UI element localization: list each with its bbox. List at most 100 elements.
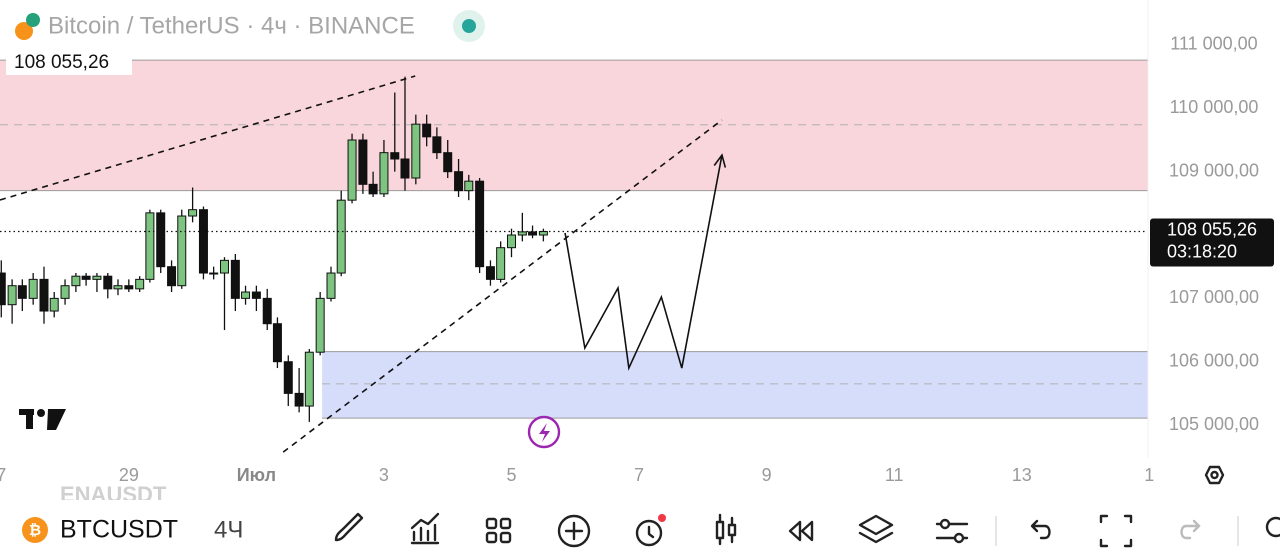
candle-body: [517, 231, 527, 236]
candle-body: [49, 297, 59, 312]
candle-body: [390, 152, 400, 160]
draw-tool[interactable]: [334, 512, 364, 542]
candle-body: [464, 180, 474, 192]
toolbar-icons: [334, 512, 1280, 548]
undo[interactable]: [1030, 519, 1051, 540]
arrow-head: [713, 153, 727, 168]
coin-icon: [15, 22, 33, 40]
x-tick-label: 5: [506, 465, 516, 485]
x-tick-label: 9: [762, 465, 772, 485]
price-legend-box: [6, 50, 132, 75]
candle-body: [219, 259, 229, 274]
candle-body: [7, 285, 17, 306]
toolbar-symbol[interactable]: BTCUSDT: [60, 516, 178, 544]
candle-body: [81, 275, 91, 280]
templates[interactable]: [485, 517, 512, 544]
chart-type[interactable]: [715, 513, 737, 546]
axis-settings[interactable]: [1204, 465, 1225, 485]
tv-logo: [19, 409, 66, 430]
y-tick-label: 109 000,00: [1169, 160, 1259, 180]
candle-body: [347, 139, 357, 201]
alerts[interactable]: [635, 514, 666, 547]
redo[interactable]: [1180, 519, 1201, 540]
candle-body: [315, 297, 325, 353]
candle-body: [272, 323, 282, 363]
symbol-title: Bitcoin / TetherUS · 4ч · BINANCE: [48, 12, 415, 39]
candle-body: [17, 285, 27, 299]
zone: [322, 351, 1149, 419]
candle-body: [496, 247, 506, 280]
replay[interactable]: [788, 520, 814, 542]
candle-body: [92, 275, 102, 280]
x-tick-label: 7: [0, 465, 6, 485]
price-legend: 108 055,26: [14, 52, 109, 73]
candle-body: [538, 231, 548, 236]
candle-body: [0, 272, 6, 306]
candle-body: [368, 183, 378, 195]
candle-body: [506, 234, 516, 249]
x-tick-label: 1: [1144, 465, 1154, 485]
settings[interactable]: [935, 518, 969, 544]
last-price-label: 108 055,26: [1167, 219, 1257, 239]
plot-area: [0, 59, 1149, 453]
toolbar-bg: [0, 500, 1280, 555]
y-tick-label: 105 000,00: [1169, 414, 1259, 434]
y-tick-label: 107 000,00: [1169, 287, 1259, 307]
btc-icon: [22, 517, 48, 543]
indicators[interactable]: [410, 512, 440, 545]
candle-body: [422, 123, 432, 138]
y-tick-label: 111 000,00: [1170, 34, 1257, 54]
last-price-box: [1150, 218, 1274, 267]
market-status-dot: [462, 19, 476, 33]
more[interactable]: [1265, 516, 1280, 538]
quote-icon: [26, 13, 40, 27]
candle-body: [103, 275, 113, 290]
candle-body: [336, 199, 346, 274]
candle-body: [124, 285, 134, 290]
candle-body: [145, 212, 155, 280]
candle-body: [251, 291, 261, 299]
candle-body: [400, 158, 410, 179]
candle-body: [167, 266, 177, 287]
candle-body: [71, 275, 81, 287]
candle-body: [485, 266, 495, 280]
candle-body: [230, 259, 240, 299]
candle-body: [262, 297, 272, 325]
zone: [0, 60, 1148, 191]
candle-body: [454, 171, 464, 192]
candle-body: [358, 139, 368, 185]
y-tick-label: 106 000,00: [1169, 350, 1259, 370]
candle-body: [528, 231, 538, 236]
candle-body: [443, 152, 453, 173]
candle-body: [283, 361, 293, 394]
x-tick-label: 3: [379, 465, 389, 485]
toolbar-interval[interactable]: 4Ч: [214, 516, 243, 543]
candle-body: [135, 278, 145, 290]
candle-body: [379, 152, 389, 195]
x-tick-label: 13: [1012, 465, 1032, 485]
candle-body: [241, 291, 251, 299]
candle-body: [39, 278, 49, 312]
candle-body: [294, 392, 304, 407]
event-icon[interactable]: [527, 415, 561, 449]
candle-body: [432, 136, 442, 154]
x-tick-label: 29: [119, 465, 139, 485]
countdown: 03:18:20: [1167, 241, 1237, 261]
candle-body: [28, 278, 38, 299]
candle-body: [209, 272, 219, 275]
x-tick-label: Июл: [237, 465, 276, 485]
candle-body: [177, 215, 187, 287]
candle-body: [113, 285, 123, 290]
candle-body: [411, 123, 421, 179]
y-tick-label: 110 000,00: [1170, 97, 1259, 117]
x-tick-label: 11: [885, 465, 904, 485]
layers[interactable]: [858, 514, 894, 544]
fullscreen[interactable]: [1099, 514, 1133, 548]
add[interactable]: [557, 514, 591, 548]
candle-body: [198, 209, 208, 274]
x-tick-label: 7: [634, 465, 644, 485]
drawing-line: [564, 154, 723, 371]
btc-icon-glyph: ₿: [29, 522, 41, 539]
candle-body: [156, 212, 166, 268]
